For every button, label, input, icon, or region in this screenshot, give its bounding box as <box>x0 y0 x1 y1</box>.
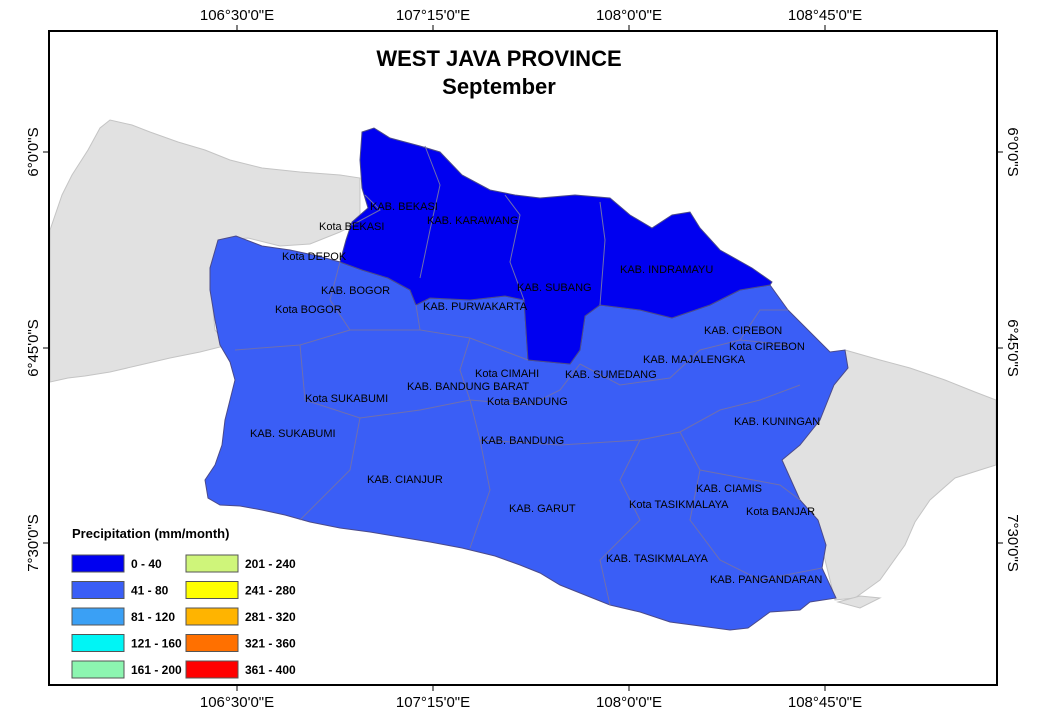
lon-tick-top-1: 106°30'0"E <box>200 7 274 24</box>
legend-swatch-3 <box>71 607 125 626</box>
legend-label-4: 121 - 160 <box>131 637 182 651</box>
legend-swatch-8 <box>185 607 239 626</box>
lon-tick-bottom-2: 107°15'0"E <box>396 694 470 711</box>
label-kota-bandung: Kota BANDUNG <box>487 396 568 408</box>
legend-swatch-9 <box>185 634 239 652</box>
neighbor-land-west <box>50 119 361 383</box>
label-kota-sukabumi: Kota SUKABUMI <box>305 393 388 405</box>
label-kota-cimahi: Kota CIMAHI <box>475 368 539 380</box>
legend-title: Precipitation (mm/month) <box>72 526 229 541</box>
legend-swatch-7 <box>185 581 239 599</box>
lat-tick-right-3: 7°30'0"S <box>1004 514 1021 572</box>
label-kota-bekasi: Kota BEKASI <box>319 221 384 233</box>
region-labels: KAB. BEKASI Kota BEKASI KAB. KARAWANG Ko… <box>250 201 822 586</box>
label-kab-ciamis: KAB. CIAMIS <box>696 483 762 495</box>
lat-tick-right-2: 6°45'0"S <box>1004 319 1021 377</box>
neighbor-island <box>836 595 882 609</box>
legend-swatch-5 <box>71 660 125 679</box>
label-kab-bandung: KAB. BANDUNG <box>481 435 564 447</box>
legend-label-8: 281 - 320 <box>245 610 296 624</box>
map-subtitle: September <box>442 74 556 99</box>
legend-label-10: 361 - 400 <box>245 663 296 677</box>
legend-label-7: 241 - 280 <box>245 584 296 598</box>
lon-tick-bottom-1: 106°30'0"E <box>200 694 274 711</box>
label-kab-bandung-barat: KAB. BANDUNG BARAT <box>407 381 529 393</box>
map-title: WEST JAVA PROVINCE <box>376 46 621 71</box>
legend-label-6: 201 - 240 <box>245 557 296 571</box>
label-kab-sukabumi: KAB. SUKABUMI <box>250 428 336 440</box>
legend-label-3: 81 - 120 <box>131 610 175 624</box>
label-kab-majalengka: KAB. MAJALENGKA <box>643 354 746 366</box>
regency-boundaries <box>234 145 823 606</box>
label-kab-tasikmalaya: KAB. TASIKMALAYA <box>606 553 709 565</box>
legend-swatch-4 <box>71 634 125 652</box>
label-kab-bogor: KAB. BOGOR <box>321 285 390 297</box>
legend-items: 0 - 40 41 - 80 81 - 120 121 - 160 161 - 200 2… <box>71 554 296 679</box>
label-kab-karawang: KAB. KARAWANG <box>427 215 518 227</box>
legend: Precipitation (mm/month) 0 - 40 41 - 80 81… <box>71 526 296 679</box>
legend-swatch-10 <box>185 660 239 679</box>
legend-swatch-6 <box>185 554 239 573</box>
label-kota-bogor: Kota BOGOR <box>275 304 342 316</box>
label-kab-pangandaran: KAB. PANGANDARAN <box>710 574 822 586</box>
label-kab-subang: KAB. SUBANG <box>517 282 592 294</box>
legend-swatch-2 <box>71 581 125 599</box>
legend-label-1: 0 - 40 <box>131 557 162 571</box>
label-kab-cianjur: KAB. CIANJUR <box>367 474 443 486</box>
lon-tick-bottom-4: 108°45'0"E <box>788 694 862 711</box>
label-kab-indramayu: KAB. INDRAMAYU <box>620 264 713 276</box>
legend-swatch-1 <box>71 554 125 573</box>
label-kab-bekasi: KAB. BEKASI <box>370 201 438 213</box>
label-kota-tasikmalaya: Kota TASIKMALAYA <box>629 499 729 511</box>
lon-tick-bottom-3: 108°0'0"E <box>596 694 662 711</box>
label-kab-kuningan: KAB. KUNINGAN <box>734 416 820 428</box>
lon-tick-top-2: 107°15'0"E <box>396 7 470 24</box>
lat-tick-right-1: 6°0'0"S <box>1004 127 1021 176</box>
legend-label-2: 41 - 80 <box>131 584 169 598</box>
lat-tick-left-2: 6°45'0"S <box>25 319 42 377</box>
label-kab-garut: KAB. GARUT <box>509 503 576 515</box>
label-kab-sumedang: KAB. SUMEDANG <box>565 369 657 381</box>
lon-tick-top-3: 108°0'0"E <box>596 7 662 24</box>
legend-label-5: 161 - 200 <box>131 663 182 677</box>
label-kota-cirebon: Kota CIREBON <box>729 341 805 353</box>
lat-tick-left-3: 7°30'0"S <box>25 514 42 572</box>
legend-label-9: 321 - 360 <box>245 637 296 651</box>
label-kab-purwakarta: KAB. PURWAKARTA <box>423 301 528 313</box>
label-kota-depok: Kota DEPOK <box>282 251 347 263</box>
lat-tick-left-1: 6°0'0"S <box>25 127 42 176</box>
label-kota-banjar: Kota BANJAR <box>746 506 815 518</box>
frame-ticks <box>43 25 1003 691</box>
lon-tick-top-4: 108°45'0"E <box>788 7 862 24</box>
label-kab-cirebon: KAB. CIREBON <box>704 325 782 337</box>
region-0-40 <box>339 127 773 365</box>
